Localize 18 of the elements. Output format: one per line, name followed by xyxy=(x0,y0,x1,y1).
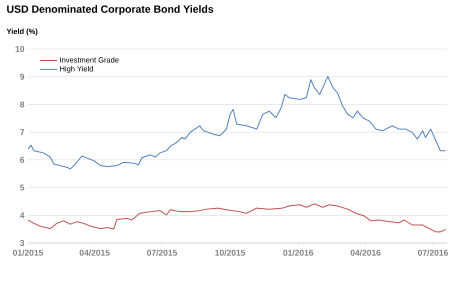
chart-title: USD Denominated Corporate Bond Yields xyxy=(7,5,214,15)
x-tick-label: 04/2016 xyxy=(350,250,381,256)
y-tick-label: 3 xyxy=(20,240,24,246)
y-tick-label: 4 xyxy=(20,212,24,218)
y-tick-label: 5 xyxy=(20,184,24,191)
y-tick-label: 10 xyxy=(16,46,24,52)
x-tick-label: 07/2015 xyxy=(147,250,178,256)
y-tick-label: 7 xyxy=(20,129,24,136)
y-tick-label: 6 xyxy=(20,156,24,163)
y-tick-label: 8 xyxy=(20,101,24,108)
x-tick-label: 10/2015 xyxy=(215,250,246,256)
x-tick-label: 01/2015 xyxy=(13,250,44,256)
x-tick-label: 07/2016 xyxy=(418,250,448,256)
line-series xyxy=(28,76,446,170)
x-tick-label: 04/2015 xyxy=(80,250,110,256)
line-series xyxy=(28,203,446,232)
y-tick-label: 9 xyxy=(20,74,24,80)
x-tick-label: 01/2016 xyxy=(283,250,314,256)
